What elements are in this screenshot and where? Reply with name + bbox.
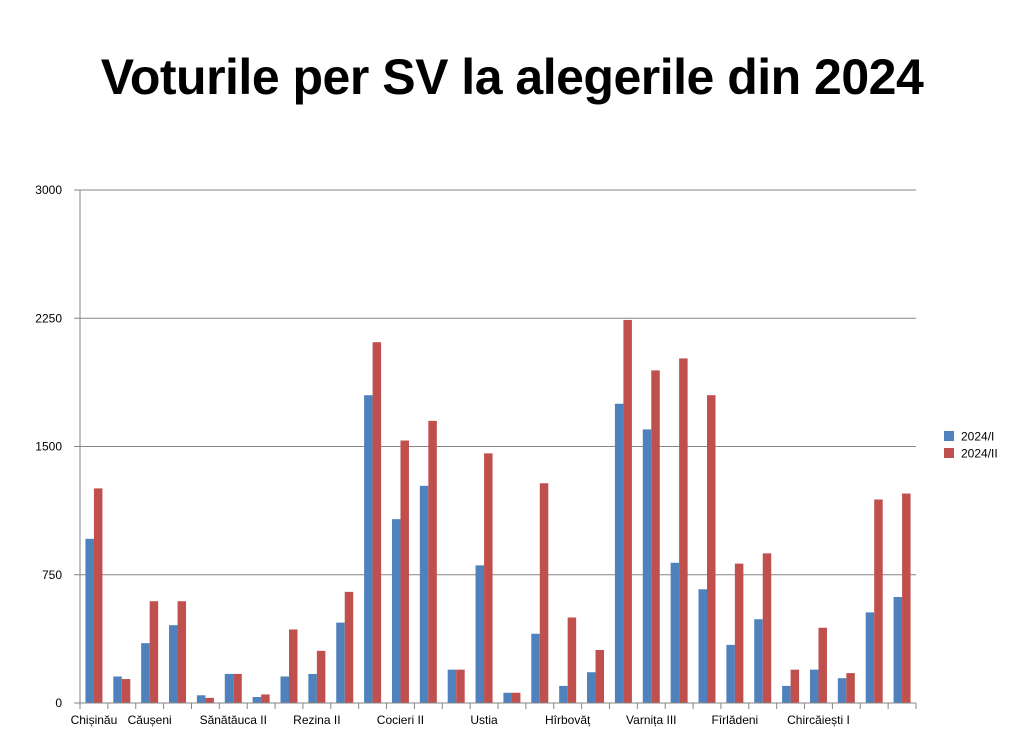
bar-series1 — [196, 695, 206, 703]
bar-series2 — [261, 694, 270, 703]
x-tick-label: Varnița III — [626, 713, 676, 727]
x-tick-label: Chircăiești I — [787, 713, 850, 727]
y-tick-label: 1500 — [35, 440, 62, 454]
bar-series1 — [642, 429, 652, 703]
bar-series1 — [754, 619, 763, 703]
chart-title: Voturile per SV la alegerile din 2024 — [100, 49, 924, 105]
bar-series1 — [503, 692, 512, 703]
bar-series2 — [595, 649, 605, 703]
bar-series2 — [205, 697, 214, 703]
bar-series2 — [428, 420, 437, 703]
x-tick-label: Cocieri II — [377, 713, 424, 727]
bar-series1 — [252, 697, 262, 703]
bar-series1 — [336, 622, 345, 703]
x-tick-label: Sănătăuca II — [200, 713, 267, 727]
bar-series1 — [809, 669, 819, 703]
x-tick-label: Căușeni — [128, 713, 172, 727]
bar-series2 — [121, 679, 131, 703]
bar-series1 — [391, 519, 401, 703]
bar-series2 — [93, 488, 103, 703]
bar-series2 — [790, 669, 800, 703]
bar-series1 — [364, 395, 373, 703]
y-tick-label: 3000 — [35, 183, 62, 197]
bar-series2 — [846, 673, 855, 703]
bar-series2 — [679, 358, 688, 703]
bar-series1 — [531, 633, 540, 703]
x-tick-label: Fîrlădeni — [712, 713, 759, 727]
bar-series2 — [344, 591, 354, 703]
bar-series1 — [308, 673, 317, 703]
bar-series1 — [169, 625, 178, 703]
bar-series2 — [316, 650, 326, 703]
bar-series2 — [734, 563, 744, 703]
bar-series2 — [372, 342, 382, 703]
bar-series1 — [113, 676, 122, 703]
x-tick-label: Ustia — [470, 713, 498, 727]
bar-series2 — [177, 601, 187, 703]
legend-label: 2024/II — [961, 447, 998, 461]
bar-series1 — [447, 669, 457, 703]
bar-series2 — [874, 499, 883, 703]
bar-series1 — [726, 644, 735, 703]
bar-series2 — [623, 319, 632, 703]
legend: 2024/I 2024/II — [944, 430, 998, 461]
x-axis-labels: Chișinău Căușeni Sănătăuca II Rezina II Coci… — [71, 713, 850, 727]
bar-series1 — [280, 676, 289, 703]
bar-series2 — [289, 629, 298, 703]
bar-series1 — [614, 403, 624, 703]
bar-series2 — [149, 601, 159, 703]
x-tick-label: Hîrbovăț — [545, 713, 591, 727]
bar-series2 — [762, 553, 772, 703]
bar-series2 — [456, 669, 465, 703]
bar-series1 — [698, 589, 707, 703]
bar-series2 — [818, 627, 827, 703]
bar-series2 — [484, 453, 493, 703]
grid-lines — [80, 189, 916, 576]
bar-series2 — [567, 617, 577, 703]
bars — [85, 319, 911, 703]
legend-swatch — [944, 448, 954, 458]
bar-series2 — [400, 440, 409, 703]
legend-label: 2024/I — [961, 430, 994, 444]
bar-series1 — [419, 485, 429, 703]
y-tick-label: 2250 — [35, 311, 62, 325]
bar-series1 — [587, 672, 596, 703]
bar-series2 — [233, 673, 242, 703]
axes — [74, 189, 917, 709]
bar-series2 — [651, 370, 660, 703]
bar-series1 — [475, 565, 485, 703]
bar-series2 — [707, 395, 716, 703]
bar-series1 — [85, 538, 94, 703]
bar-series1 — [837, 678, 847, 703]
y-tick-label: 750 — [42, 568, 62, 582]
x-tick-label: Chișinău — [71, 713, 118, 727]
y-axis-ticks: 0 750 1500 2250 3000 — [35, 183, 62, 710]
bar-series1 — [782, 685, 791, 703]
bar-series2 — [511, 692, 521, 703]
bar-series1 — [141, 643, 150, 703]
bar-series1 — [865, 612, 875, 703]
bar-series1 — [224, 673, 234, 703]
legend-swatch — [944, 431, 954, 441]
bar-series1 — [670, 562, 680, 703]
x-tick-label: Rezina II — [293, 713, 340, 727]
bar-series2 — [539, 483, 549, 703]
bar-series2 — [902, 493, 911, 703]
bar-series1 — [893, 596, 903, 703]
y-tick-label: 0 — [55, 696, 62, 710]
bar-series1 — [559, 685, 568, 703]
